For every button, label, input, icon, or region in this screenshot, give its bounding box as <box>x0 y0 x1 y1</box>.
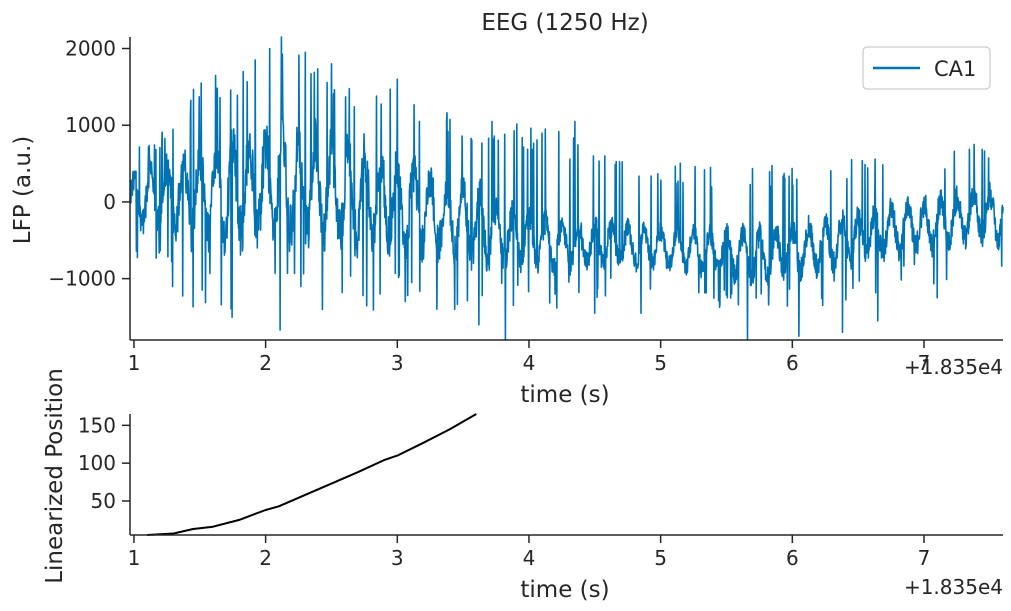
eeg-chart-title: EEG (1250 Hz) <box>481 10 648 36</box>
eeg-y-axis-label: LFP (a.u.) <box>10 136 36 244</box>
position-x-tick-label: 1 <box>128 546 141 570</box>
eeg-y-tick-label: −1000 <box>48 267 116 291</box>
eeg-x-tick-label: 6 <box>786 351 799 375</box>
eeg-y-tick-label: 0 <box>103 190 116 214</box>
position-series <box>147 413 477 536</box>
eeg-x-tick-label: 7 <box>918 351 931 375</box>
eeg-x-axis-label: time (s) <box>520 382 609 408</box>
eeg-series <box>129 36 1004 341</box>
eeg-x-axis: 1 2 3 4 5 6 7 <box>128 340 931 375</box>
eeg-x-tick-label: 5 <box>654 351 667 375</box>
eeg-chart: EEG (1250 Hz) −1000 0 1000 2000 1 2 3 4 5 6 7 LFP… <box>10 10 1004 408</box>
position-series-line <box>147 413 477 536</box>
eeg-x-tick-label: 2 <box>259 351 272 375</box>
eeg-x-tick-label: 1 <box>128 351 141 375</box>
position-x-tick-label: 6 <box>786 546 799 570</box>
eeg-legend-box <box>862 46 991 90</box>
position-y-axis: 50 100 150 <box>78 413 130 513</box>
position-chart: 50 100 150 1 2 3 4 5 6 7 Linearized Position tim… <box>42 368 1003 603</box>
position-x-axis: 1 2 3 4 5 6 7 <box>128 535 931 570</box>
eeg-y-axis: −1000 0 1000 2000 <box>48 37 130 291</box>
position-x-tick-label: 2 <box>259 546 272 570</box>
position-y-axis-label: Linearized Position <box>42 368 68 584</box>
eeg-legend: CA1 <box>862 46 991 90</box>
position-y-tick-label: 50 <box>91 489 116 513</box>
eeg-y-tick-label: 1000 <box>65 113 116 137</box>
eeg-series-line-ca1 <box>129 36 1004 341</box>
position-x-tick-label: 5 <box>654 546 667 570</box>
position-y-tick-label: 100 <box>78 451 116 475</box>
eeg-x-tick-label: 4 <box>523 351 536 375</box>
position-x-axis-label: time (s) <box>520 577 609 603</box>
eeg-y-tick-label: 2000 <box>65 37 116 61</box>
eeg-legend-label: CA1 <box>934 57 976 81</box>
eeg-x-tick-label: 3 <box>391 351 404 375</box>
eeg-x-offset-label: +1.835e4 <box>904 355 1003 379</box>
position-y-tick-label: 150 <box>78 413 116 437</box>
position-x-offset-label: +1.835e4 <box>904 575 1003 599</box>
position-x-tick-label: 7 <box>918 546 931 570</box>
position-x-tick-label: 3 <box>391 546 404 570</box>
position-x-tick-label: 4 <box>523 546 536 570</box>
